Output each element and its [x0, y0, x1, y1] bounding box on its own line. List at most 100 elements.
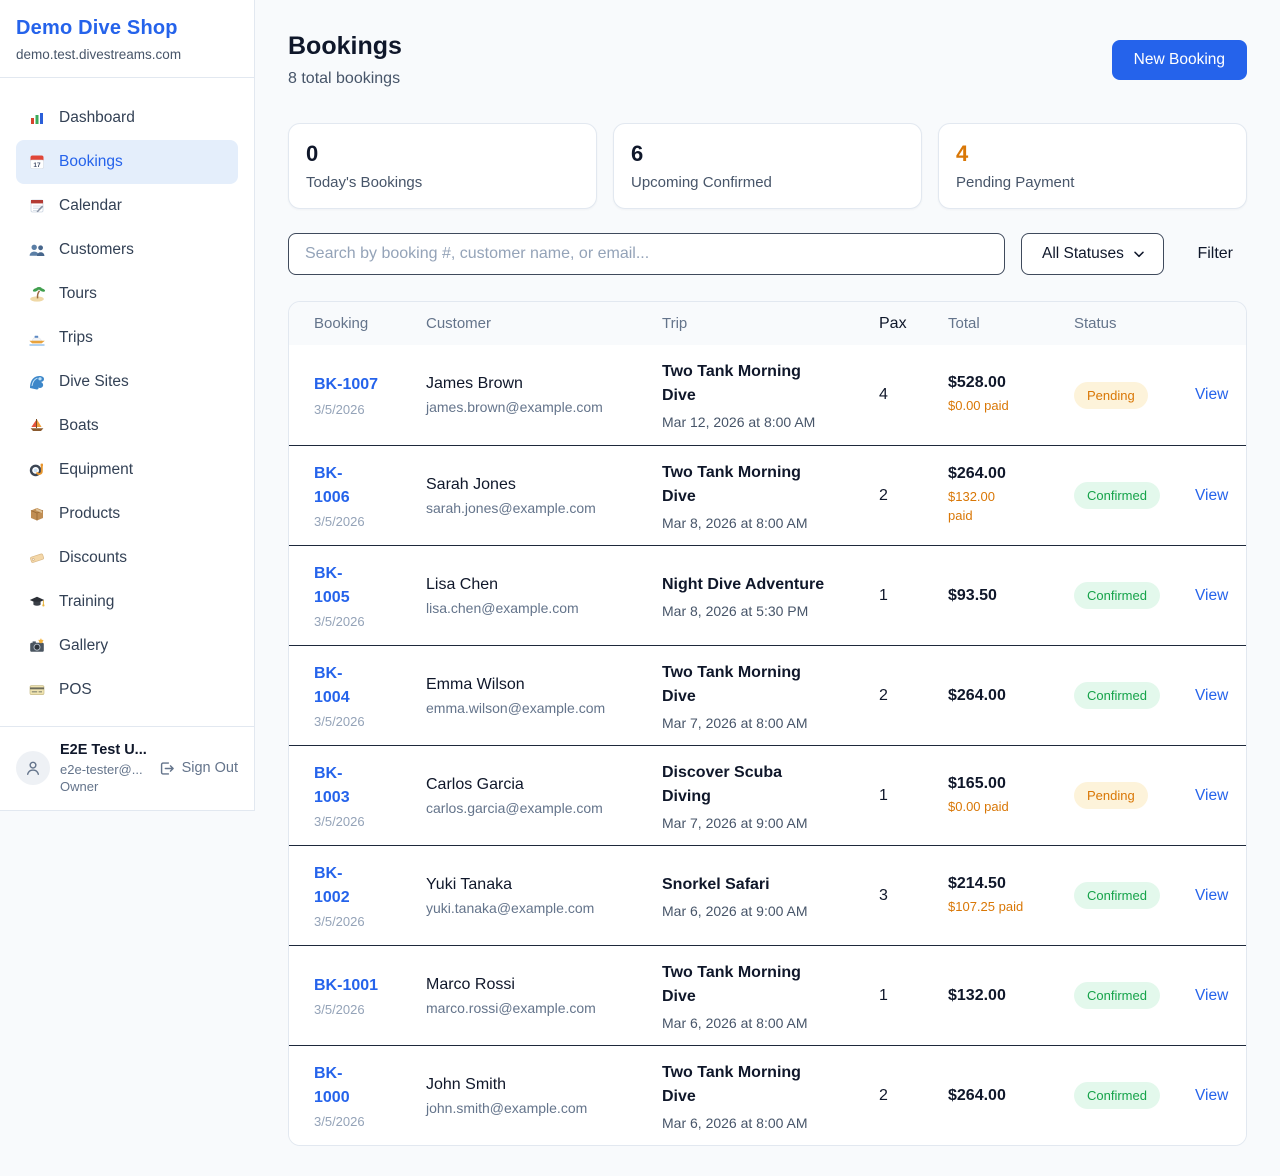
view-link[interactable]: View — [1195, 586, 1229, 604]
stat-label: Pending Payment — [956, 174, 1075, 191]
view-link[interactable]: View — [1195, 386, 1229, 403]
stat-label: Today's Bookings — [306, 174, 423, 191]
credit-card-icon — [28, 681, 46, 699]
user-role: Owner — [60, 779, 99, 795]
sidebar-item-label: Customers — [59, 241, 134, 258]
booking-link[interactable]: BK- 1004 — [314, 665, 350, 706]
filter-button[interactable]: Filter — [1197, 245, 1233, 262]
customer-email: lisa.chen@example.com — [426, 599, 579, 616]
column-header-customer: Customer — [426, 315, 492, 332]
sidebar-item-label: Dashboard — [59, 109, 135, 126]
sidebar-item-boats[interactable]: Boats — [16, 404, 238, 448]
status-badge: Confirmed — [1074, 982, 1160, 1009]
people-icon — [28, 241, 46, 259]
sidebar-item-label: POS — [59, 681, 92, 698]
paid-amount: $132.00 paid — [948, 489, 995, 523]
stat-card-todays-bookings: 0 Today's Bookings — [288, 123, 597, 209]
sidebar-item-calendar[interactable]: Calendar — [16, 184, 238, 228]
status-badge: Confirmed — [1074, 582, 1160, 609]
sidebar-item-trips[interactable]: Trips — [16, 316, 238, 360]
status-badge: Confirmed — [1074, 882, 1160, 909]
booking-date: 3/5/2026 — [314, 613, 365, 629]
status-badge: Confirmed — [1074, 482, 1160, 509]
booking-link[interactable]: BK-1001 — [314, 976, 379, 994]
trip-name: Snorkel Safari — [662, 875, 770, 893]
stat-value: 0 — [306, 141, 319, 166]
svg-text:17: 17 — [33, 162, 41, 169]
search-input[interactable] — [288, 233, 1006, 275]
trip-time: Mar 6, 2026 at 9:00 AM — [662, 902, 808, 919]
chevron-down-icon — [1134, 251, 1144, 258]
trip-name: Night Dive Adventure — [662, 575, 825, 593]
sidebar-item-label: Bookings — [59, 153, 123, 170]
pax-count: 1 — [879, 586, 888, 604]
sidebar-item-equipment[interactable]: Equipment — [16, 448, 238, 492]
customer-name: Carlos Garcia — [426, 775, 524, 793]
booking-link[interactable]: BK- 1000 — [314, 1065, 350, 1106]
status-filter-select[interactable]: All Statuses — [1021, 233, 1165, 275]
pax-count: 2 — [879, 486, 888, 504]
sign-out-button[interactable]: Sign Out — [158, 760, 238, 777]
table-header: Booking Customer Trip Pax Total Status — [289, 302, 1246, 345]
trip-name: Two Tank Morning Dive — [662, 963, 801, 1005]
stat-label: Upcoming Confirmed — [631, 174, 772, 191]
pax-count: 1 — [879, 786, 888, 804]
view-link[interactable]: View — [1195, 486, 1229, 504]
booking-link[interactable]: BK-1007 — [314, 376, 379, 394]
booking-date: 3/5/2026 — [314, 713, 365, 729]
pax-count: 1 — [879, 986, 888, 1004]
new-booking-button[interactable]: New Booking — [1111, 40, 1247, 80]
view-link[interactable]: View — [1195, 886, 1229, 904]
status-badge: Pending — [1074, 381, 1148, 409]
sidebar-header: Demo Dive Shop demo.test.divestreams.com — [0, 0, 254, 78]
sidebar-item-tours[interactable]: Tours — [16, 272, 238, 316]
view-link[interactable]: View — [1195, 686, 1229, 704]
booking-date: 3/5/2026 — [314, 513, 365, 529]
sidebar-item-pos[interactable]: POS — [16, 668, 238, 712]
trip-time: Mar 7, 2026 at 8:00 AM — [662, 714, 808, 731]
trip-time: Mar 8, 2026 at 8:00 AM — [662, 514, 808, 531]
total-amount: $214.50 — [948, 874, 1006, 892]
status-badge: Pending — [1074, 782, 1148, 809]
customer-name: Sarah Jones — [426, 475, 516, 493]
customer-email: james.brown@example.com — [426, 399, 603, 415]
stats-cards: 0 Today's Bookings 6 Upcoming Confirmed … — [288, 123, 1247, 209]
table-row: BK- 1004 3/5/2026 Emma Wilson emma.wilson@… — [289, 645, 1246, 745]
total-amount: $264.00 — [948, 465, 1006, 483]
view-link[interactable]: View — [1195, 786, 1229, 804]
customer-email: john.smith@example.com — [426, 1099, 588, 1116]
island-icon — [28, 285, 46, 303]
view-link[interactable]: View — [1195, 1086, 1229, 1104]
stat-card-upcoming-confirmed: 6 Upcoming Confirmed — [613, 123, 922, 209]
booking-link[interactable]: BK- 1005 — [314, 565, 350, 606]
table-row: BK- 1000 3/5/2026 John Smith john.smith@ex… — [289, 1045, 1246, 1145]
sign-out-icon — [158, 760, 175, 777]
sidebar-item-bookings[interactable]: 17 Bookings — [16, 140, 238, 184]
booking-date: 3/5/2026 — [314, 1002, 365, 1018]
trip-time: Mar 12, 2026 at 8:00 AM — [662, 414, 816, 430]
total-amount: $528.00 — [948, 374, 1006, 392]
booking-link[interactable]: BK- 1002 — [314, 865, 350, 906]
sidebar-item-training[interactable]: Training — [16, 580, 238, 624]
booking-link[interactable]: BK- 1006 — [314, 465, 350, 506]
table-row: BK- 1003 3/5/2026 Carlos Garcia carlos.gar… — [289, 745, 1246, 845]
main-content: Bookings 8 total bookings New Booking 0 … — [255, 0, 1280, 1176]
sidebar-item-dashboard[interactable]: Dashboard — [16, 96, 238, 140]
sidebar-item-customers[interactable]: Customers — [16, 228, 238, 272]
trip-name: Two Tank Morning Dive — [662, 363, 801, 404]
view-link[interactable]: View — [1195, 986, 1229, 1004]
sidebar-item-gallery[interactable]: Gallery — [16, 624, 238, 668]
sidebar-item-products[interactable]: Products — [16, 492, 238, 536]
column-header-booking: Booking — [314, 315, 369, 332]
customer-email: marco.rossi@example.com — [426, 999, 596, 1016]
user-section: E2E Test U... e2e-tester@... Owner Sign … — [0, 726, 254, 810]
speedboat-icon — [28, 329, 46, 347]
sidebar: Demo Dive Shop demo.test.divestreams.com… — [0, 0, 255, 811]
person-icon — [26, 761, 40, 776]
page-title-block: Bookings 8 total bookings — [288, 32, 402, 88]
booking-date: 3/5/2026 — [314, 813, 365, 829]
booking-link[interactable]: BK- 1003 — [314, 765, 350, 806]
filter-row: All Statuses Filter — [288, 233, 1247, 275]
sidebar-item-dive-sites[interactable]: Dive Sites — [16, 360, 238, 404]
sidebar-item-discounts[interactable]: Discounts — [16, 536, 238, 580]
